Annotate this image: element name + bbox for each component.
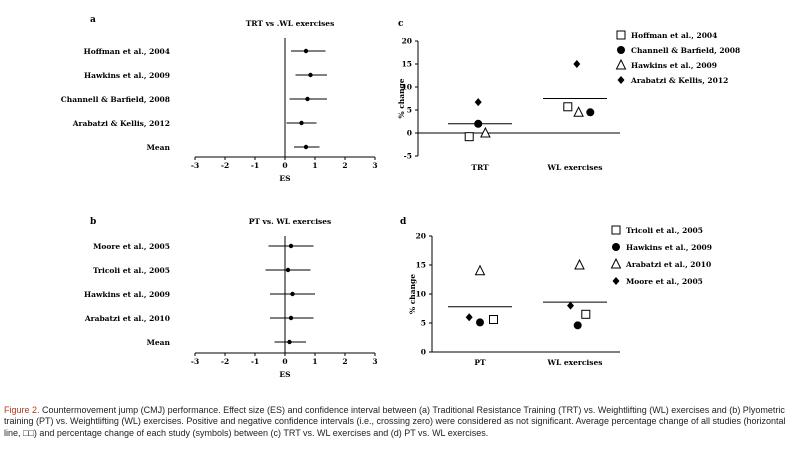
panel-letter-b: b bbox=[90, 217, 96, 227]
y-axis-label-d: % change bbox=[408, 274, 417, 314]
legend-marker-d bbox=[611, 225, 621, 235]
legend-marker-d bbox=[612, 277, 620, 285]
figure-canvas: a b c d TRT vs .WL exercises -3 -2 -1 0 1 2 3 ES Hoff… bbox=[61, 15, 740, 379]
y-tick-label-d: 15 bbox=[416, 261, 426, 270]
es-point-b bbox=[285, 267, 291, 273]
row-label-b: Tricoli et al., 2005 bbox=[93, 266, 170, 275]
legend-label-d: Tricoli et al., 2005 bbox=[626, 226, 703, 235]
row-label-a: Arabatzi & Kellis, 2012 bbox=[72, 119, 170, 128]
y-tick-label-d: 10 bbox=[416, 290, 426, 299]
data-point-c bbox=[464, 132, 474, 142]
data-point-d bbox=[465, 313, 473, 322]
figure-caption: Figure 2. Countermovement jump (CMJ) per… bbox=[4, 405, 803, 439]
es-point-a bbox=[303, 144, 309, 150]
y-tick-label-d: 20 bbox=[416, 232, 426, 241]
es-point-b bbox=[288, 315, 294, 321]
data-point-c bbox=[474, 119, 483, 128]
legend-label-d: Hawkins et al., 2009 bbox=[626, 243, 712, 252]
x-tick-label-a: -3 bbox=[191, 161, 199, 170]
data-point-c bbox=[573, 60, 581, 68]
x-tick-label-a: 3 bbox=[372, 161, 377, 170]
data-point-d bbox=[567, 301, 574, 310]
x-tick-label-a: 1 bbox=[312, 161, 317, 170]
data-point-c bbox=[480, 126, 491, 138]
x-tick-label-b: -3 bbox=[191, 357, 199, 366]
data-point-c bbox=[563, 102, 573, 112]
x-tick-label-a: -2 bbox=[221, 161, 229, 170]
x-tick-label-b: 2 bbox=[342, 357, 347, 366]
x-tick-label-b: 0 bbox=[282, 357, 287, 366]
caption-text: Countermovement jump (CMJ) performance. … bbox=[4, 405, 786, 438]
data-point-d bbox=[573, 321, 582, 330]
x-tick-label-a: 2 bbox=[342, 161, 347, 170]
legend-marker-c bbox=[616, 30, 626, 40]
legend-label-c: Arabatzi & Kellis, 2012 bbox=[630, 76, 728, 85]
data-point-d bbox=[574, 258, 585, 270]
chart-title-a: TRT vs .WL exercises bbox=[246, 19, 335, 28]
y-tick-label-c: 10 bbox=[402, 83, 412, 92]
row-label-a: Mean bbox=[147, 143, 171, 152]
category-label-c: WL exercises bbox=[547, 163, 603, 172]
category-label-c: TRT bbox=[471, 163, 489, 172]
row-label-a: Hawkins et al., 2009 bbox=[84, 71, 170, 80]
panel-letter-c: c bbox=[398, 19, 404, 29]
panel-letter-d: d bbox=[400, 217, 407, 227]
data-point-c bbox=[474, 98, 482, 107]
x-tick-label-a: -1 bbox=[251, 161, 259, 170]
category-label-d: WL exercises bbox=[547, 358, 603, 367]
data-point-d bbox=[581, 309, 591, 319]
es-point-a bbox=[303, 48, 309, 54]
es-point-b bbox=[290, 291, 295, 297]
data-point-d bbox=[474, 264, 486, 276]
legend-marker-c bbox=[617, 76, 625, 84]
legend-marker-d bbox=[610, 257, 622, 269]
row-label-b: Moore et al., 2005 bbox=[93, 242, 170, 251]
legend-marker-c bbox=[615, 58, 627, 70]
row-label-a: Channell & Barfield, 2008 bbox=[61, 95, 170, 104]
x-tick-label-b: 3 bbox=[372, 357, 377, 366]
legend-label-d: Moore et al., 2005 bbox=[626, 277, 703, 286]
es-point-b bbox=[288, 243, 294, 249]
legend-marker-d bbox=[612, 243, 620, 251]
panel-letter-a: a bbox=[90, 15, 96, 25]
caption-label: Figure 2. bbox=[4, 405, 40, 415]
legend-marker-c bbox=[617, 46, 625, 54]
legend-label-c: Channell & Barfield, 2008 bbox=[631, 46, 740, 55]
x-tick-label-a: 0 bbox=[282, 161, 287, 170]
legend-label-c: Hoffman et al., 2004 bbox=[631, 31, 717, 40]
es-point-a bbox=[305, 96, 310, 102]
y-tick-label-c: 5 bbox=[407, 106, 412, 115]
es-point-a bbox=[299, 120, 304, 126]
y-tick-label-c: 0 bbox=[407, 129, 412, 138]
data-point-d bbox=[489, 315, 498, 325]
y-tick-label-d: 0 bbox=[421, 348, 426, 357]
y-axis-label-c: % change bbox=[397, 78, 406, 118]
y-tick-label-c: 20 bbox=[402, 37, 412, 46]
category-label-d: PT bbox=[474, 358, 486, 367]
es-point-a bbox=[308, 72, 313, 78]
y-tick-label-d: 5 bbox=[421, 319, 426, 328]
x-axis-label-b: ES bbox=[279, 370, 290, 379]
data-point-c bbox=[573, 106, 584, 117]
x-tick-label-b: 1 bbox=[312, 357, 317, 366]
legend-label-c: Hawkins et al., 2009 bbox=[631, 61, 717, 70]
y-tick-label-c: 15 bbox=[402, 60, 412, 69]
x-axis-label-a: ES bbox=[279, 174, 290, 183]
row-label-b: Arabatzi et al., 2010 bbox=[84, 314, 170, 323]
row-label-b: Mean bbox=[147, 338, 171, 347]
x-tick-label-b: -2 bbox=[221, 357, 229, 366]
x-tick-label-b: -1 bbox=[251, 357, 259, 366]
row-label-b: Hawkins et al., 2009 bbox=[84, 290, 170, 299]
legend-label-d: Arabatzi et al., 2010 bbox=[625, 260, 711, 269]
chart-title-b: PT vs. WL exercises bbox=[249, 217, 332, 226]
es-point-b bbox=[287, 339, 292, 345]
y-tick-label-c: -5 bbox=[404, 152, 412, 161]
data-point-c bbox=[586, 108, 595, 117]
data-point-d bbox=[476, 318, 484, 327]
row-label-a: Hoffman et al., 2004 bbox=[84, 47, 170, 56]
